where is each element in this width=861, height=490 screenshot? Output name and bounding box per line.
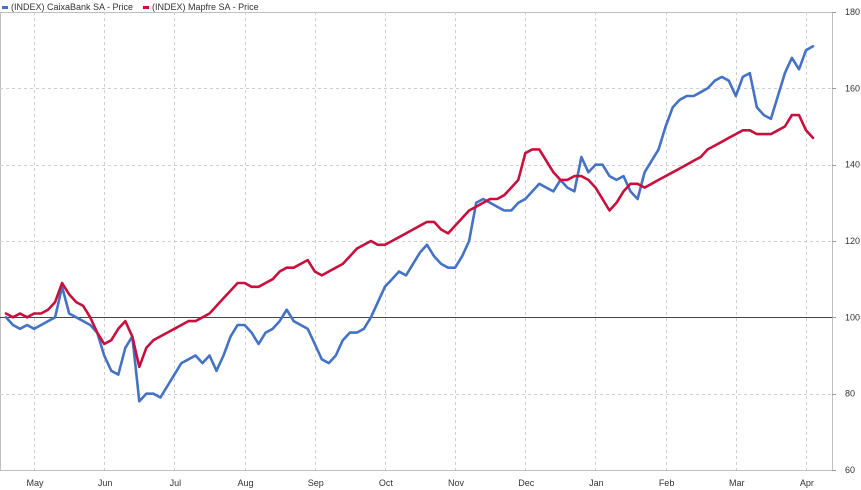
y-tick-label: 120 [845, 236, 860, 246]
y-tick-label: 80 [845, 389, 855, 399]
y-tick-label: 100 [845, 312, 860, 322]
x-tick-label: Feb [659, 478, 675, 488]
x-tick-label: Nov [448, 478, 465, 488]
x-tick-label: Jun [98, 478, 113, 488]
x-tick-label: Dec [518, 478, 535, 488]
x-tick-label: Aug [238, 478, 254, 488]
y-tick-label: 160 [845, 83, 860, 93]
y-tick-label: 180 [845, 7, 860, 17]
x-tick-label: Apr [800, 478, 814, 488]
y-tick-label: 60 [845, 465, 855, 475]
legend-label-caixabank: (INDEX) CaixaBank SA - Price [11, 2, 134, 12]
x-tick-label: Jan [589, 478, 604, 488]
series-line-mapfre [4, 113, 815, 369]
legend-swatch-caixabank [2, 5, 8, 9]
chart-legend: (INDEX) CaixaBank SA - Price (INDEX) Map… [2, 1, 269, 13]
x-tick-label: Sep [308, 478, 324, 488]
x-tick-label: Jul [170, 478, 182, 488]
legend-label-mapfre: (INDEX) Mapfre SA - Price [152, 2, 259, 12]
x-tick-label: May [27, 478, 45, 488]
legend-item-caixabank[interactable]: (INDEX) CaixaBank SA - Price [2, 2, 133, 12]
x-tick-label: Oct [379, 478, 394, 488]
x-tick-label: Mar [729, 478, 745, 488]
legend-swatch-mapfre [143, 5, 150, 9]
series-line-caixabank [4, 44, 815, 403]
legend-item-mapfre[interactable]: (INDEX) Mapfre SA - Price [143, 2, 259, 12]
y-tick-label: 140 [845, 160, 860, 170]
